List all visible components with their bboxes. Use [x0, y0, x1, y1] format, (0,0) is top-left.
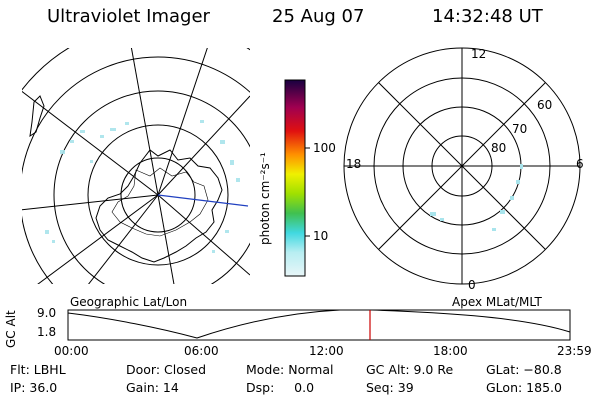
- alt-tick-high: 9.0: [37, 306, 57, 320]
- geo-caption: Geographic Lat/Lon: [70, 295, 188, 309]
- apex-map: [343, 47, 581, 285]
- status-glon: GLon: 185.0: [486, 380, 562, 395]
- status-glat: GLat: −80.8: [486, 362, 562, 377]
- status-filter: Flt: LBHL: [10, 362, 66, 377]
- status-mode: Mode: Normal: [246, 362, 334, 377]
- time-tick-1800: 18:00: [433, 344, 468, 358]
- mlat-label-70: 70: [512, 122, 528, 136]
- colorbar: [284, 79, 310, 277]
- date-label: 25 Aug 07: [272, 6, 365, 27]
- colorbar-unit-label: photon cm⁻²s⁻¹: [258, 152, 272, 245]
- status-dsp: Dsp: 0.0: [246, 380, 315, 395]
- mlat-label-80: 80: [491, 141, 507, 155]
- instrument-title: Ultraviolet Imager: [47, 6, 210, 27]
- time-tick-0600: 06:00: [184, 344, 219, 358]
- status-gain: Gain: 14: [126, 380, 179, 395]
- apex-caption: Apex MLat/MLT: [452, 295, 542, 309]
- time-label: 14:32:48 UT: [432, 6, 543, 27]
- colorbar-tick-100: 100: [313, 141, 336, 155]
- alt-axis-label: GC Alt: [4, 310, 18, 348]
- status-door: Door: Closed: [126, 362, 207, 377]
- mlt-label-6: 6: [576, 157, 584, 171]
- mlt-label-18: 18: [346, 157, 362, 171]
- status-gc-alt: GC Alt: 9.0 Re: [366, 362, 454, 377]
- time-tick-0000: 00:00: [54, 344, 89, 358]
- geographic-map: [22, 48, 250, 284]
- colorbar-tick-10: 10: [313, 229, 329, 243]
- alt-tick-low: 1.8: [37, 325, 57, 339]
- mlt-label-12: 12: [471, 47, 487, 61]
- mlat-label-60: 60: [537, 98, 553, 112]
- status-ip: IP: 36.0: [10, 380, 58, 395]
- time-tick-1200: 12:00: [309, 344, 344, 358]
- mlt-label-0: 0: [468, 278, 476, 292]
- time-tick-2359: 23:59: [557, 344, 592, 358]
- altitude-strip: [67, 309, 571, 341]
- status-seq: Seq: 39: [366, 380, 414, 395]
